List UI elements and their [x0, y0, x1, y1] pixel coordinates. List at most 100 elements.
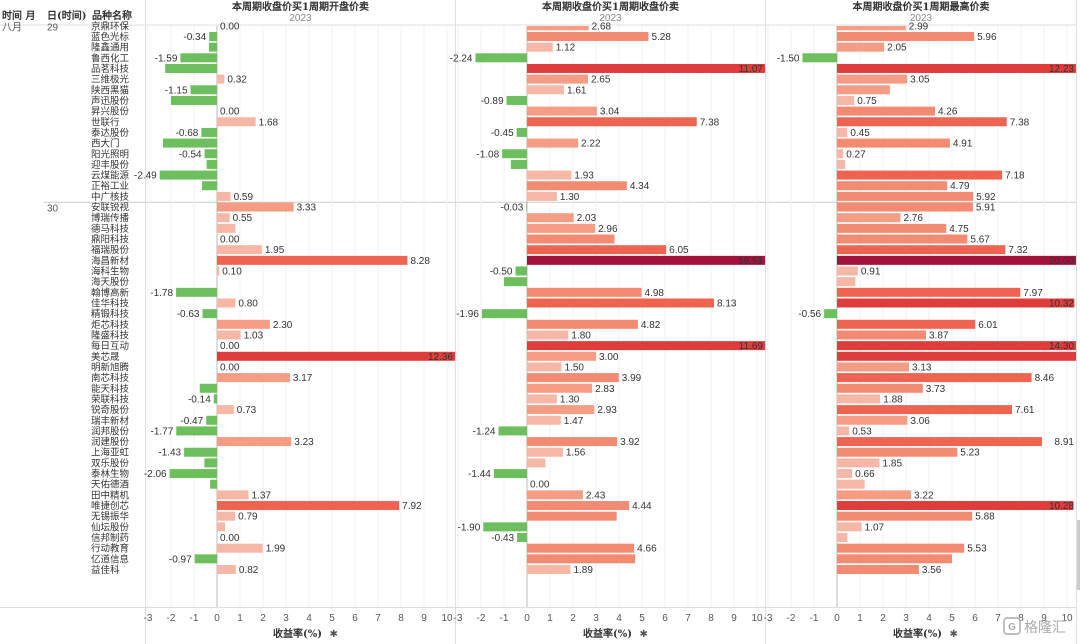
bar: [527, 373, 619, 383]
x-tick-label: 0: [214, 613, 220, 624]
data-label: -1.50: [777, 53, 800, 64]
data-label: 0.80: [238, 298, 258, 309]
data-label: -1.24: [473, 426, 496, 437]
data-label: 4.82: [641, 320, 661, 331]
data-label: 0.91: [861, 267, 881, 278]
bar: [837, 159, 846, 169]
bar: [527, 298, 714, 308]
bar: [199, 383, 217, 393]
panel-year: 2023: [289, 13, 312, 24]
watermark-logo-icon: [1003, 617, 1021, 635]
bar: [165, 63, 217, 73]
bar: [837, 437, 1042, 447]
data-label: 3.33: [297, 203, 317, 214]
bar: [837, 351, 1076, 361]
bar: [837, 415, 908, 425]
row-label: 南芯科技: [91, 372, 130, 384]
data-label: -0.03: [501, 203, 524, 214]
row-label: 声迅股份: [91, 95, 130, 107]
data-label: 4.44: [632, 501, 652, 512]
bar: [527, 117, 697, 127]
data-label: 7.61: [1015, 405, 1035, 416]
data-label: 5.53: [967, 544, 987, 555]
data-label: 0.10: [222, 267, 242, 278]
row-label: 云煤能源: [91, 170, 130, 182]
bar: [527, 447, 563, 457]
data-label: 4.98: [645, 288, 665, 299]
x-tick-label: 2: [570, 613, 576, 624]
data-label: 1.03: [244, 330, 264, 341]
group-day-label: 29: [47, 23, 59, 34]
bar: [837, 202, 973, 212]
x-tick-label: -3: [454, 613, 463, 624]
data-label: -0.50: [490, 267, 513, 278]
row-label: 昇兴股份: [91, 106, 130, 118]
bar: [217, 405, 234, 415]
row-label: 迎丰股份: [91, 159, 130, 171]
bar: [217, 213, 230, 223]
bar: [837, 181, 948, 191]
data-label: 2.83: [595, 384, 615, 395]
bar: [527, 405, 595, 415]
data-label: 1.30: [560, 394, 580, 405]
data-label: 1.93: [574, 171, 594, 182]
bar: [527, 287, 642, 297]
bar: [217, 255, 408, 265]
data-label: -0.14: [188, 394, 211, 405]
bar: [802, 53, 837, 63]
row-label: 中广核技: [91, 191, 130, 203]
data-label: 0.00: [220, 341, 240, 352]
x-tick-label: 9: [421, 613, 427, 624]
x-tick-label: 2: [880, 613, 886, 624]
x-tick-label: 3: [593, 613, 599, 624]
row-label: 正裕工业: [91, 180, 129, 192]
bar: [481, 309, 527, 319]
data-label: -0.54: [179, 149, 202, 160]
bar: [159, 170, 217, 180]
bar: [837, 149, 844, 159]
pin-icon[interactable]: ✱: [640, 629, 648, 640]
row-label: 信邦制药: [91, 532, 129, 544]
data-label: 3.04: [600, 107, 620, 118]
row-label: 隆鑫通用: [91, 42, 129, 54]
row-label: 世联行: [91, 116, 120, 128]
bar: [527, 490, 583, 500]
bar: [515, 266, 527, 276]
bar: [837, 319, 976, 329]
bar: [498, 426, 527, 436]
data-label: 5.88: [975, 512, 995, 523]
row-label: 润邦股份: [91, 425, 130, 437]
data-label: 3.92: [620, 437, 640, 448]
bar: [837, 127, 848, 137]
pin-icon[interactable]: ✱: [330, 629, 338, 640]
row-label: 京鼎环保: [91, 20, 130, 32]
header-name: 品种名称: [92, 9, 132, 22]
data-label: -1.44: [468, 469, 491, 480]
data-label: 7.38: [700, 117, 720, 128]
bar: [837, 383, 923, 393]
row-label: 明新旭腾: [91, 361, 130, 373]
bar: [527, 234, 615, 244]
x-tick-label: 10: [751, 613, 763, 624]
data-label: 7.92: [402, 501, 422, 512]
row-label: 泰达股份: [91, 127, 130, 139]
bar: [217, 373, 290, 383]
bar: [527, 458, 546, 468]
data-label: 0.79: [238, 512, 258, 523]
data-label: 1.07: [865, 522, 885, 533]
x-tick-label: 9: [731, 613, 737, 624]
data-label: 1.50: [565, 362, 585, 373]
bar: [837, 26, 906, 31]
row-label: 上海亚虹: [91, 447, 130, 459]
x-tick-label: 5: [949, 613, 955, 624]
data-label: -1.59: [155, 53, 178, 64]
pin-icon[interactable]: ✱: [950, 629, 958, 640]
data-label: 3.56: [922, 565, 942, 576]
data-label: 0.75: [857, 96, 877, 107]
data-label: 0.00: [220, 21, 240, 32]
x-axis-label: 收益率(%): [583, 627, 632, 640]
row-label: 德马科技: [91, 223, 130, 235]
vertical-scrollbar[interactable]: [1077, 520, 1080, 590]
